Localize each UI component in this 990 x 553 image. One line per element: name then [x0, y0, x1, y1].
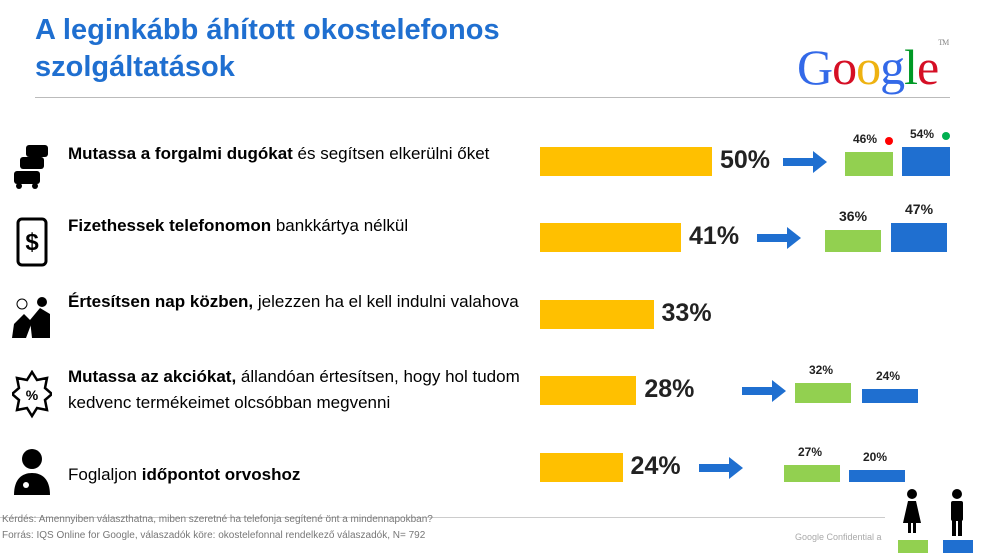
- label-prefix: Foglaljon: [68, 465, 142, 484]
- arrow-right-icon: [757, 227, 801, 254]
- green-dot-icon: [942, 132, 950, 140]
- total-bar: [540, 223, 682, 252]
- people-running-icon: [12, 294, 52, 344]
- confidential-note: Google Confidential a: [795, 532, 882, 542]
- footer-question: Kérdés: Amennyiben választhatna, miben s…: [2, 514, 433, 525]
- svg-text:$: $: [25, 229, 39, 256]
- female-bar: [795, 383, 851, 403]
- category-label: Mutassa az akciókat, állandóan értesítse…: [68, 364, 538, 416]
- total-value-label: 28%: [644, 375, 695, 403]
- category-label: Értesítsen nap közben, jelezzen ha el ke…: [68, 289, 538, 315]
- male-bar: [862, 389, 918, 403]
- label-bold: Értesítsen nap közben,: [68, 292, 254, 311]
- label-bold: Mutassa az akciókat,: [68, 367, 237, 386]
- label-rest: és segítsen elkerülni őket: [292, 144, 490, 163]
- total-value-label: 24%: [630, 452, 681, 480]
- traffic-cars-icon: [12, 141, 52, 191]
- arrow-right-icon: [699, 457, 743, 484]
- red-dot-icon: [885, 137, 893, 145]
- total-bar: [540, 147, 712, 176]
- male-bar: [902, 147, 950, 176]
- female-value-label: 32%: [809, 363, 834, 377]
- man-icon: [951, 489, 963, 536]
- svg-text:%: %: [26, 387, 39, 403]
- label-bold: Fizethessek telefonomon: [68, 216, 272, 235]
- male-value-label: 47%: [905, 201, 934, 217]
- arrow-right-icon: [742, 380, 786, 407]
- label-bold: Mutassa a forgalmi dugókat: [68, 144, 293, 163]
- female-value-label: 27%: [798, 445, 823, 459]
- phone-dollar-icon: $: [12, 217, 52, 267]
- footer-source: Forrás: IQS Online for Google, válaszadó…: [2, 530, 426, 541]
- male-value-label: 20%: [863, 450, 888, 464]
- total-bar: [540, 376, 637, 405]
- gender-legend: [898, 489, 973, 553]
- discount-badge-icon: %: [10, 369, 54, 420]
- category-label: Mutassa a forgalmi dugókat és segítsen e…: [68, 141, 538, 167]
- label-rest: jelezzen ha el kell indulni valahova: [253, 292, 519, 311]
- footer-divider: [0, 517, 885, 518]
- total-value-label: 41%: [689, 222, 740, 250]
- female-bar: [845, 152, 893, 176]
- divider: [35, 97, 950, 98]
- total-bar: [540, 453, 623, 482]
- total-value-label: 50%: [720, 146, 771, 174]
- page-title: A leginkább áhított okostelefonos szolgál…: [35, 14, 500, 83]
- male-value-label: 54%: [910, 127, 935, 141]
- female-bar: [784, 465, 840, 482]
- female-value-label: 36%: [839, 208, 868, 224]
- label-rest: bankkártya nélkül: [271, 216, 409, 235]
- male-bar: [891, 223, 947, 252]
- woman-icon: [903, 489, 921, 533]
- female-value-label: 46%: [853, 132, 878, 146]
- total-value-label: 33%: [661, 299, 712, 327]
- category-label: Fizethessek telefonomon bankkártya nélkü…: [68, 213, 538, 239]
- male-legend-swatch: [943, 540, 973, 553]
- doctor-icon: [12, 447, 52, 497]
- male-value-label: 24%: [876, 369, 901, 383]
- google-logo: GoogleTM: [797, 38, 949, 95]
- arrow-right-icon: [783, 151, 827, 178]
- total-bar: [540, 300, 654, 329]
- female-legend-swatch: [898, 540, 928, 553]
- label-bold: időpontot orvoshoz: [141, 465, 301, 484]
- female-bar: [825, 230, 881, 252]
- label-rest: állandóan értesítsen, hogy hol tudom ked…: [68, 367, 520, 412]
- category-label: Foglaljon időpontot orvoshoz: [68, 462, 538, 488]
- male-bar: [849, 470, 905, 482]
